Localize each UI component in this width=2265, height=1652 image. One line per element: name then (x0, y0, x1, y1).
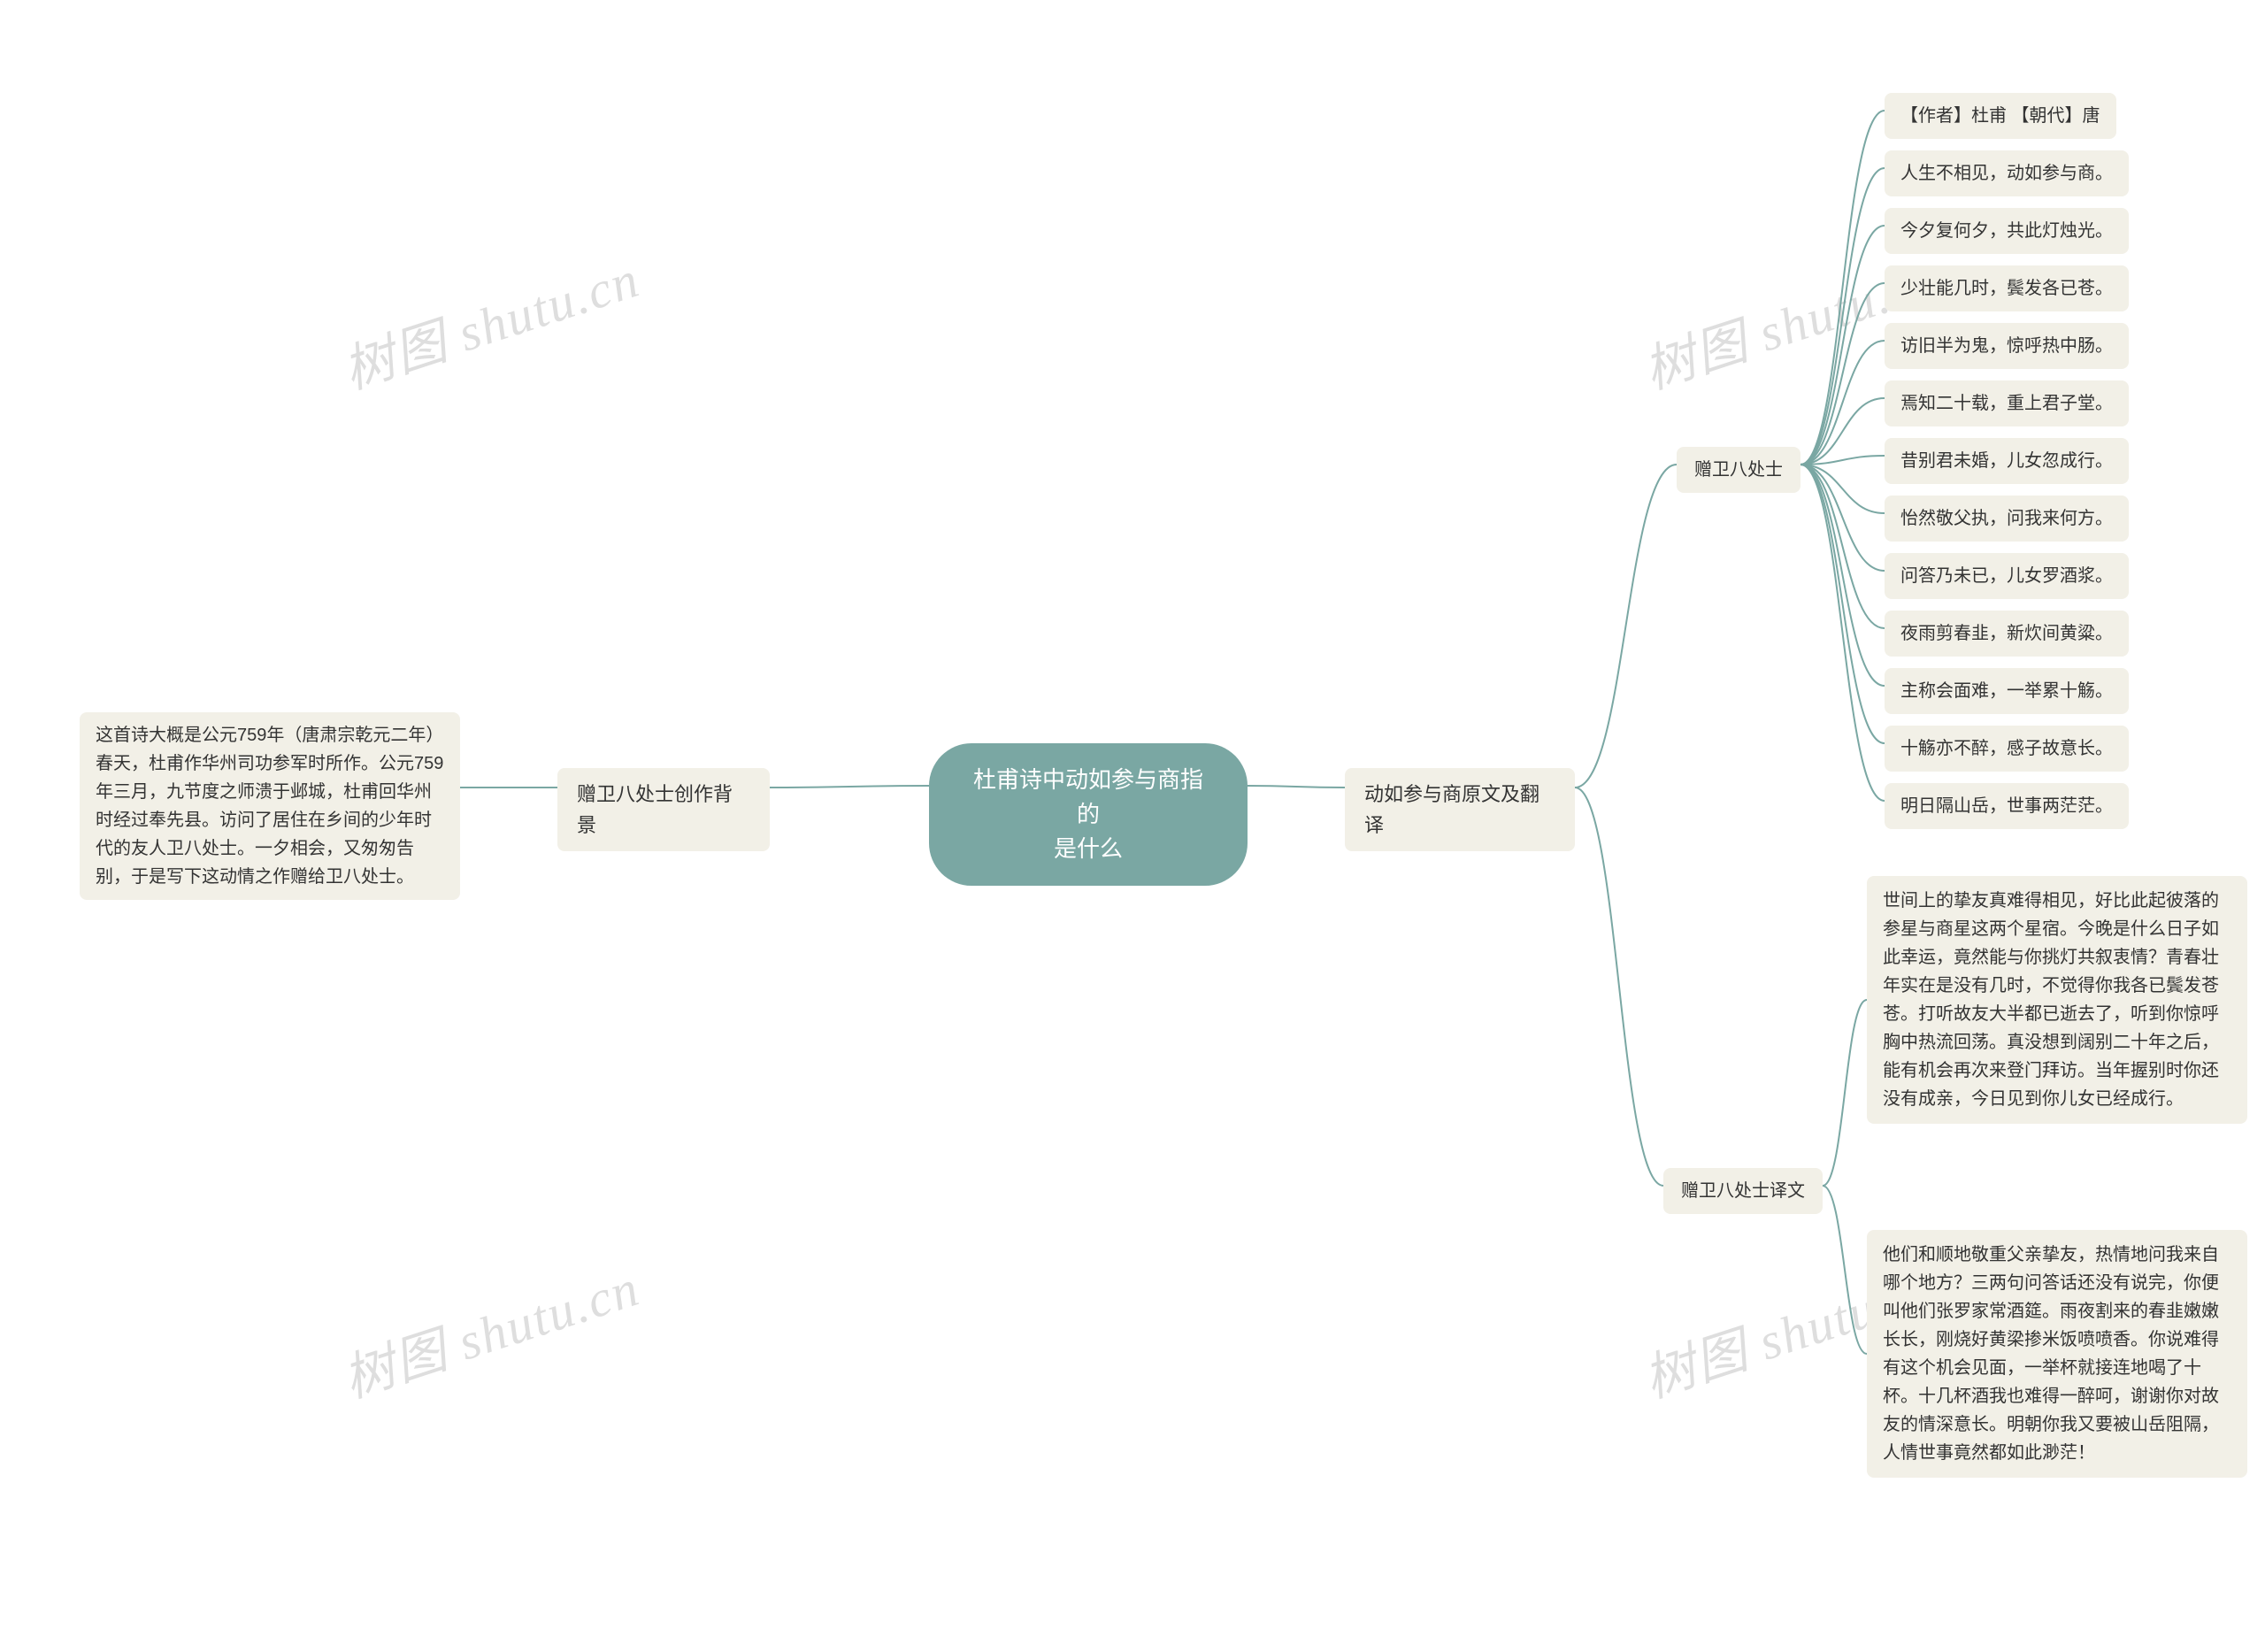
poem-line[interactable]: 昔别君未婚，儿女忽成行。 (1885, 438, 2129, 484)
poem-line[interactable]: 少壮能几时，鬓发各已苍。 (1885, 265, 2129, 311)
branch-left[interactable]: 赠卫八处士创作背景 (557, 768, 770, 851)
translation-paragraph[interactable]: 他们和顺地敬重父亲挚友，热情地问我来自哪个地方？三两句问答话还没有说完，你便叫他… (1867, 1230, 2247, 1478)
poem-line[interactable]: 今夕复何夕，共此灯烛光。 (1885, 208, 2129, 254)
center-topic[interactable]: 杜甫诗中动如参与商指的是什么 (929, 743, 1248, 886)
leaf-left-background[interactable]: 这首诗大概是公元759年（唐肃宗乾元二年）春天，杜甫作华州司功参军时所作。公元7… (80, 712, 460, 900)
poem-line[interactable]: 明日隔山岳，世事两茫茫。 (1885, 783, 2129, 829)
poem-line[interactable]: 问答乃未已，儿女罗酒浆。 (1885, 553, 2129, 599)
poem-line[interactable]: 主称会面难，一举累十觞。 (1885, 668, 2129, 714)
poem-line[interactable]: 【作者】杜甫 【朝代】唐 (1885, 93, 2116, 139)
watermark: 树图 shutu.cn (333, 1246, 648, 1411)
poem-line[interactable]: 怡然敬父执，问我来何方。 (1885, 496, 2129, 542)
poem-line[interactable]: 访旧半为鬼，惊呼热中肠。 (1885, 323, 2129, 369)
poem-line[interactable]: 焉知二十载，重上君子堂。 (1885, 380, 2129, 426)
mindmap-canvas: 树图 shutu.cn 树图 shutu.cn 树图 shutu.cn 树图 s… (0, 0, 2265, 1652)
watermark: 树图 shutu.cn (1633, 237, 1948, 403)
branch-right[interactable]: 动如参与商原文及翻译 (1345, 768, 1575, 851)
subgroup-translation[interactable]: 赠卫八处士译文 (1663, 1168, 1823, 1214)
watermark: 树图 shutu.cn (333, 237, 648, 403)
poem-line[interactable]: 人生不相见，动如参与商。 (1885, 150, 2129, 196)
translation-paragraph[interactable]: 世间上的挚友真难得相见，好比此起彼落的参星与商星这两个星宿。今晚是什么日子如此幸… (1867, 876, 2247, 1124)
subgroup-poem[interactable]: 赠卫八处士 (1677, 447, 1800, 493)
poem-line[interactable]: 十觞亦不醉，感子故意长。 (1885, 726, 2129, 772)
poem-line[interactable]: 夜雨剪春韭，新炊间黄粱。 (1885, 611, 2129, 657)
